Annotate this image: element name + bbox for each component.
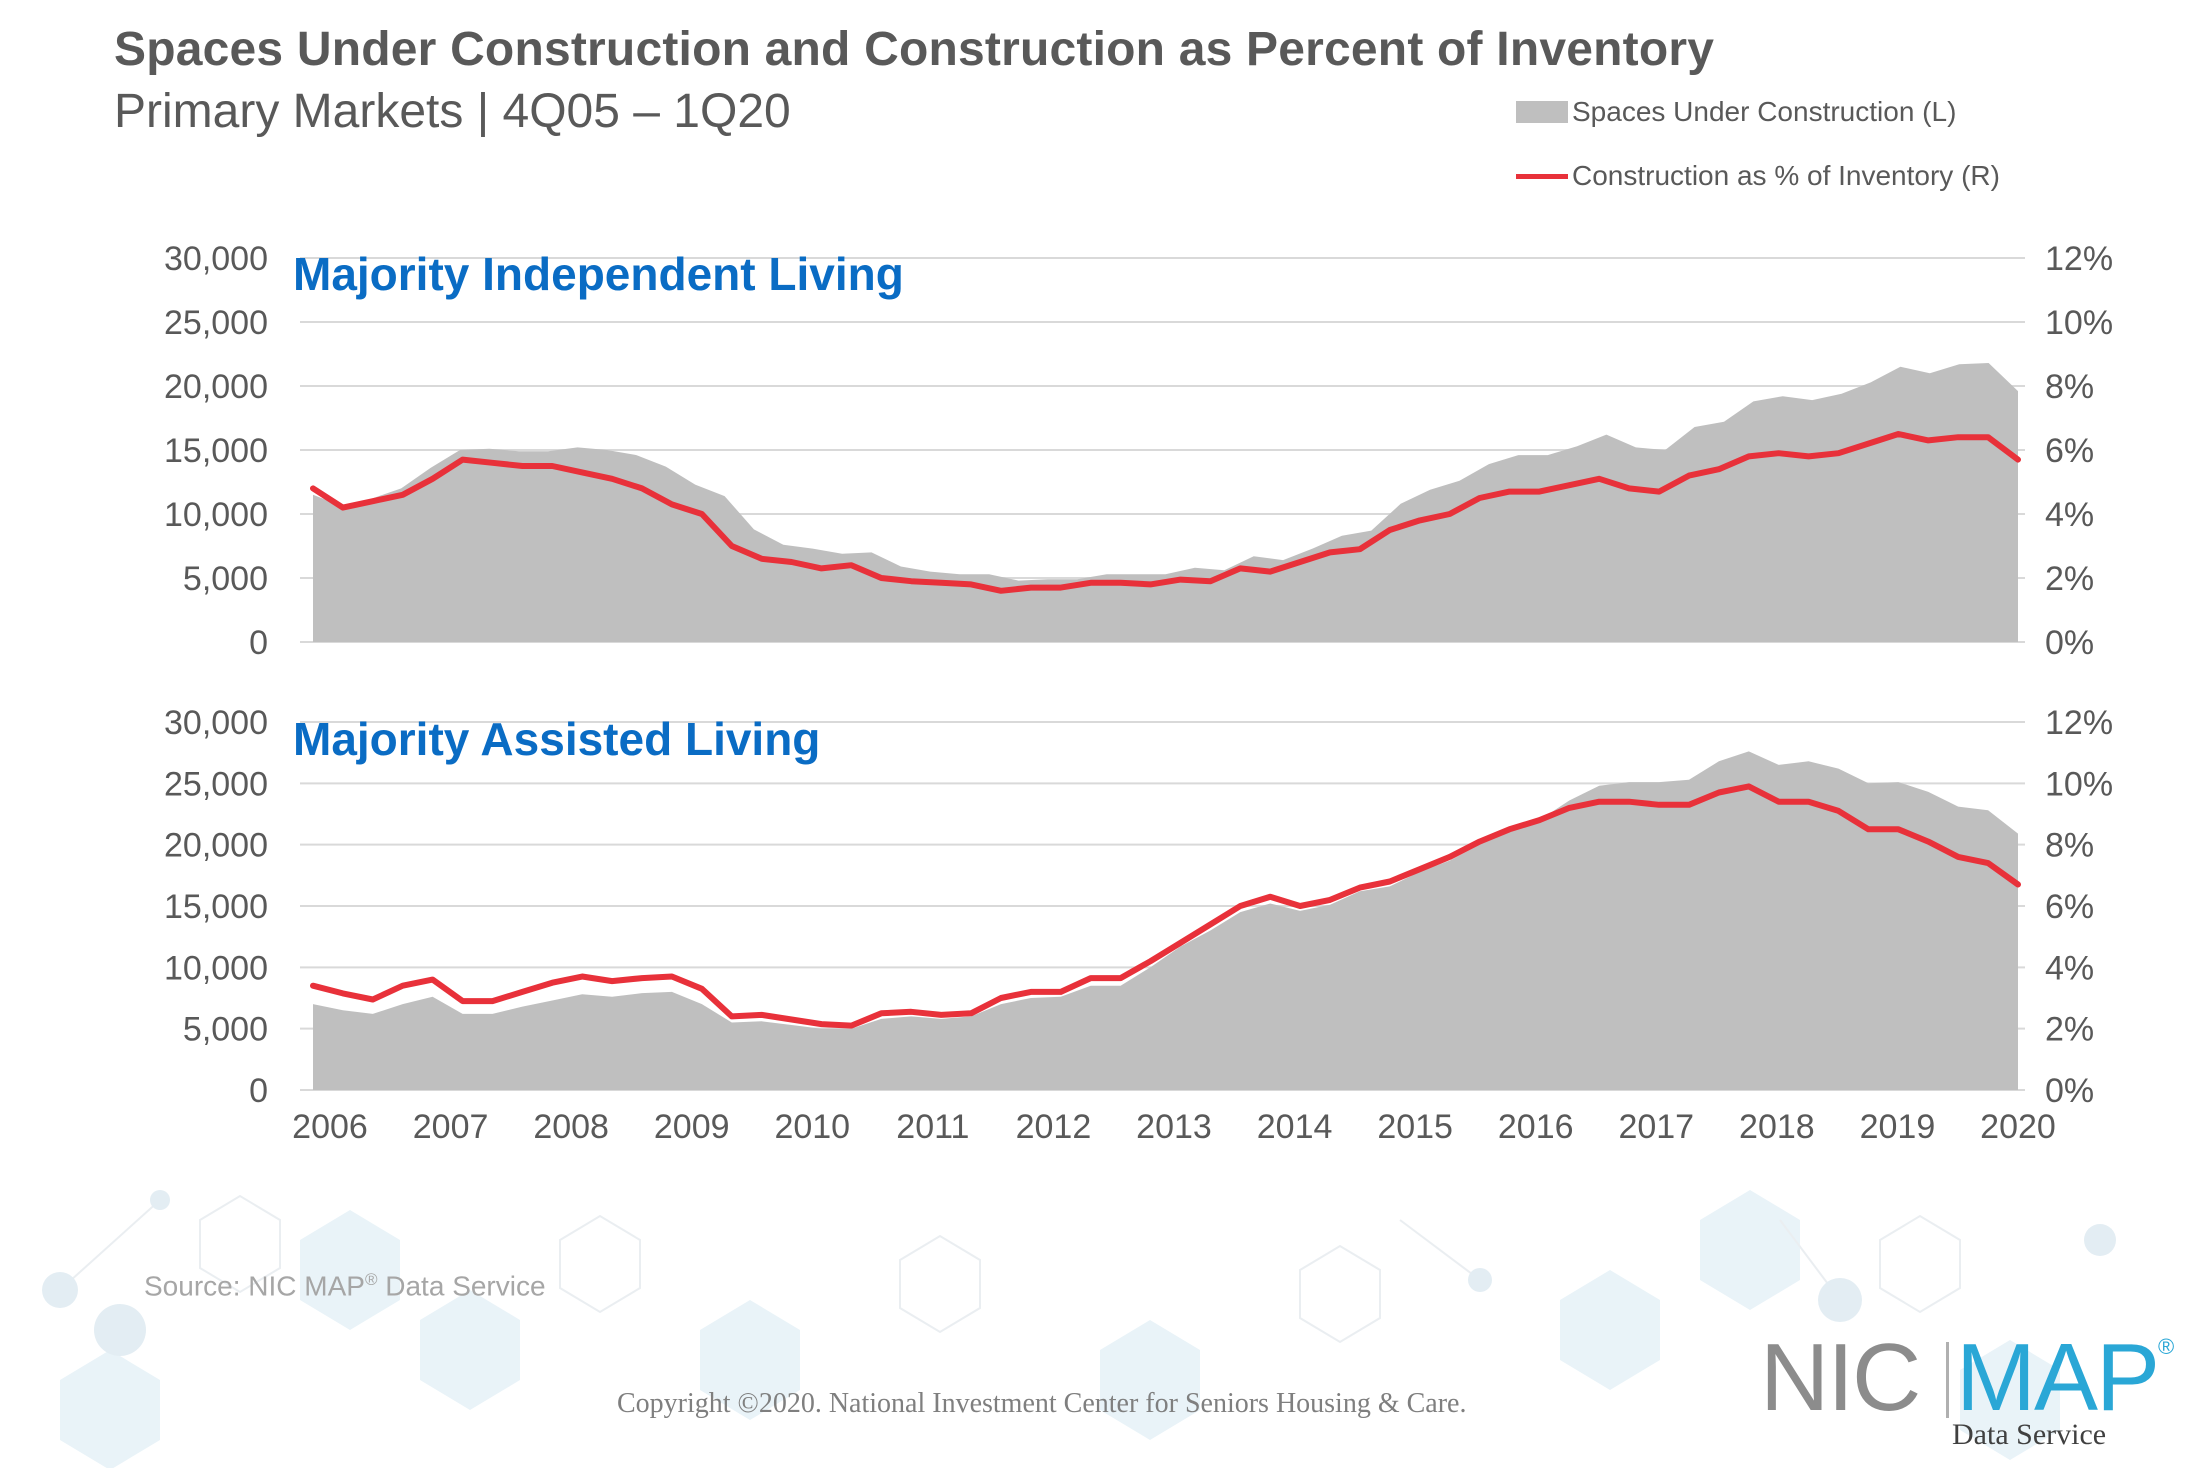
panel1-left-axis-tick: 25,000 [164,304,268,342]
panel2-right-axis-tick: 6% [2045,888,2094,926]
panel2-x-axis-tick: 2007 [413,1108,489,1146]
panel2-x-axis-tick: 2006 [292,1108,368,1146]
panel2-x-axis-tick: 2014 [1257,1108,1333,1146]
panel2-right-axis-tick: 2% [2045,1011,2094,1049]
panel2-left-axis-tick: 10,000 [164,949,268,987]
source-text: Source: NIC MAP [144,1270,365,1302]
panel1-right-axis-tick: 0% [2045,624,2094,662]
panel1-left-axis-tick: 0 [249,624,268,662]
panel2-x-axis-tick: 2020 [1980,1108,2056,1146]
panel1-left-axis-tick: 20,000 [164,368,268,406]
legend-swatch-area [1516,101,1568,123]
panel2-x-axis-tick: 2015 [1377,1108,1453,1146]
panel2-left-axis-tick: 25,000 [164,765,268,803]
legend-label-area: Spaces Under Construction (L) [1572,96,1957,127]
panel2-right-axis-tick: 10% [2045,765,2113,803]
panel2-right-axis-tick: 8% [2045,827,2094,865]
source-reg-mark: ® [364,1270,378,1289]
panel1-left-axis-tick: 15,000 [164,432,268,470]
logo-nic-text: NIC [1760,1324,1921,1431]
panel2-x-axis-tick: 2018 [1739,1108,1815,1146]
panel2-left-axis-tick: 30,000 [164,704,268,742]
legend-label-line: Construction as % of Inventory (R) [1572,160,2000,191]
panel2-x-axis-tick: 2008 [533,1108,609,1146]
logo-subtitle: Data Service [1952,1418,2107,1451]
panel2-x-axis-tick: 2013 [1136,1108,1212,1146]
source-note: Source: NIC MAP® Data Service [144,1270,546,1302]
chart-title: Spaces Under Construction and Constructi… [114,23,1715,76]
panel2-area-spaces-under-construction [313,751,2018,1090]
panel1-left-axis-tick: 10,000 [164,496,268,534]
panel1-right-axis-tick: 12% [2045,240,2113,278]
logo-reg-mark: ® [2158,1334,2175,1359]
panel1-right-axis-tick: 8% [2045,368,2094,406]
panel2-x-axis-tick: 2016 [1498,1108,1574,1146]
panel1-right-axis-tick: 2% [2045,560,2094,598]
panel1-line-construction-pct-inventory [310,431,2021,594]
panel2-right-axis-tick: 12% [2045,704,2113,742]
legend-swatch-line [1516,173,1568,179]
legend-item-line: Construction as % of Inventory (R) [1516,160,2000,192]
logo-divider [1946,1342,1949,1418]
panel2-left-axis-tick: 0 [249,1072,268,1110]
panel2-x-axis-tick: 2017 [1618,1108,1694,1146]
panel1-right-axis-tick: 10% [2045,304,2113,342]
panel2-title: Majority Assisted Living [293,713,820,765]
panel1-left-axis-tick: 30,000 [164,240,268,278]
charts-canvas: 0 5,000 10,000 15,000 20,000 25,000 30,000 0% 2%… [164,240,2113,1146]
nic-map-logo: NIC MAP ® Data Service [1760,1324,2180,1452]
chart-subtitle: Primary Markets | 4Q05 – 1Q20 [114,85,791,138]
panel2-x-axis-tick: 2011 [896,1108,969,1146]
panel1-title: Majority Independent Living [293,248,904,300]
hexagon-background-pattern [42,1190,2116,1468]
logo-map-text: MAP [1956,1324,2160,1431]
source-suffix: Data Service [377,1270,546,1302]
panel1-right-axis-tick: 4% [2045,496,2094,534]
copyright-text: Copyright ©2020. National Investment Cen… [617,1388,1467,1419]
panel2-x-axis-tick: 2012 [1016,1108,1092,1146]
panel2-left-axis-tick: 5,000 [183,1011,268,1049]
panel2-right-axis-tick: 0% [2045,1072,2094,1110]
panel2-x-axis-tick: 2019 [1860,1108,1936,1146]
legend-item-area: Spaces Under Construction (L) [1516,96,1956,128]
panel1-area-spaces-under-construction [313,363,2018,642]
panel2-right-axis-tick: 4% [2045,949,2094,987]
panel2-left-axis-tick: 15,000 [164,888,268,926]
panel2-x-axis-tick: 2010 [774,1108,850,1146]
panel2-line-construction-pct-inventory [310,783,2021,1029]
panel1-left-axis-tick: 5,000 [183,560,268,598]
panel2-left-axis-tick: 20,000 [164,827,268,865]
panel2-x-axis-tick: 2009 [654,1108,730,1146]
panel1-right-axis-tick: 6% [2045,432,2094,470]
